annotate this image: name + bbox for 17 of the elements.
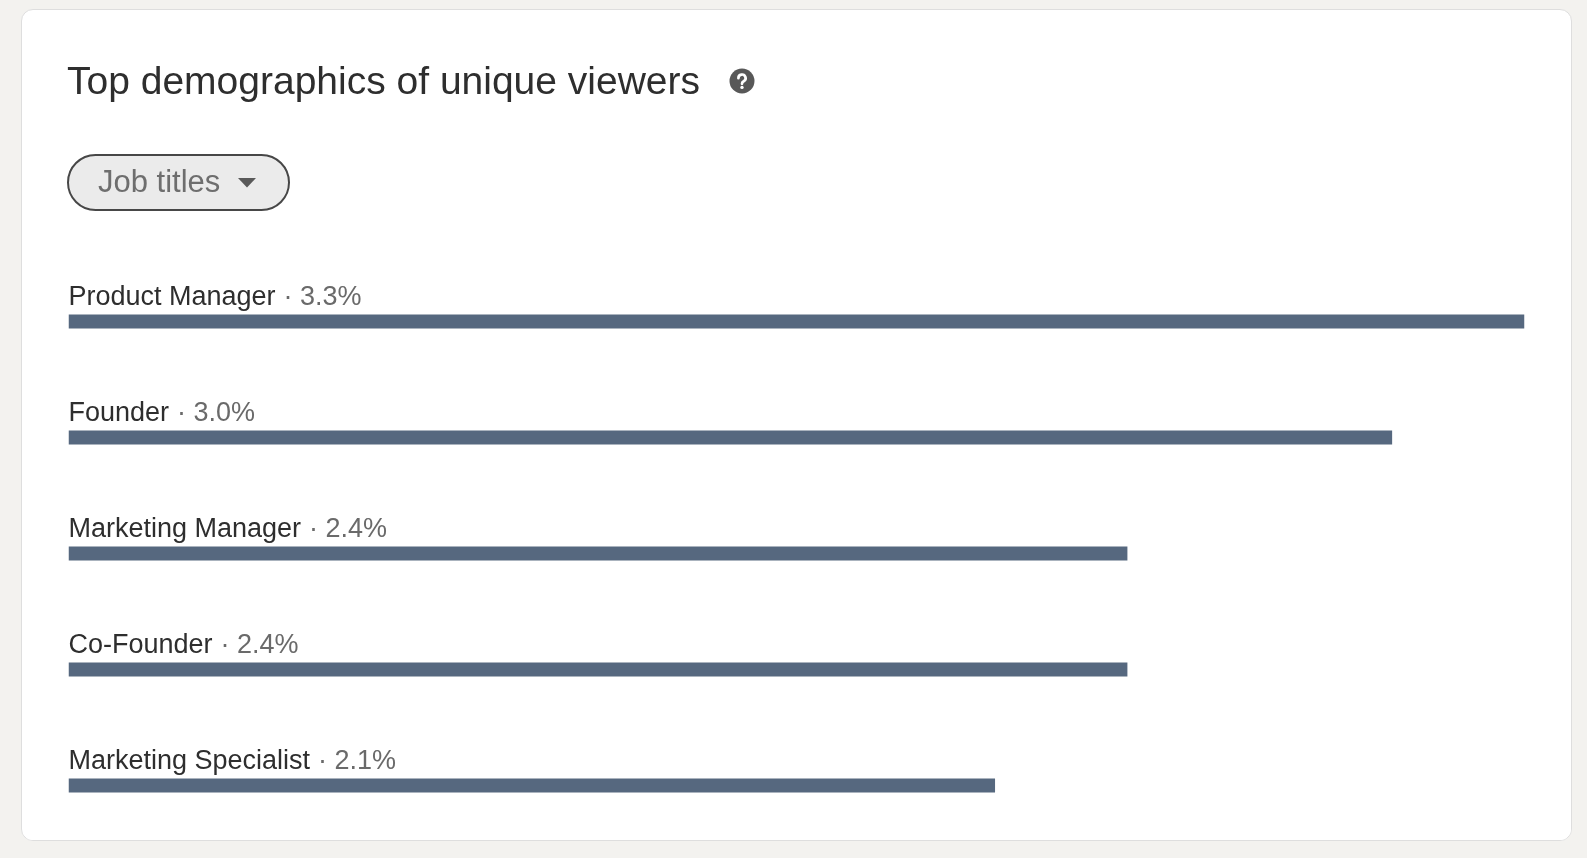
data-label: · 2.1% (318, 744, 397, 775)
data-label: · 3.0% (177, 396, 256, 427)
y-tick-label: Marketing Specialist (68, 744, 311, 775)
y-tick-label: Product Manager (68, 280, 276, 311)
data-label: · 3.3% (283, 280, 362, 311)
data-label: · 2.4% (220, 628, 299, 659)
bar (68, 314, 1525, 329)
bar (68, 662, 1128, 677)
y-axis-title: Job titles (98, 163, 221, 202)
y-tick-label: Founder (68, 396, 170, 427)
y-tick-label: Marketing Manager (68, 512, 302, 543)
data-label: · 2.4% (309, 512, 388, 543)
y-tick-label: Co-Founder (68, 628, 213, 659)
bar (68, 778, 996, 793)
bar (68, 430, 1393, 445)
chart-title: Top demographics of unique viewers (67, 58, 701, 105)
bar (68, 546, 1128, 561)
